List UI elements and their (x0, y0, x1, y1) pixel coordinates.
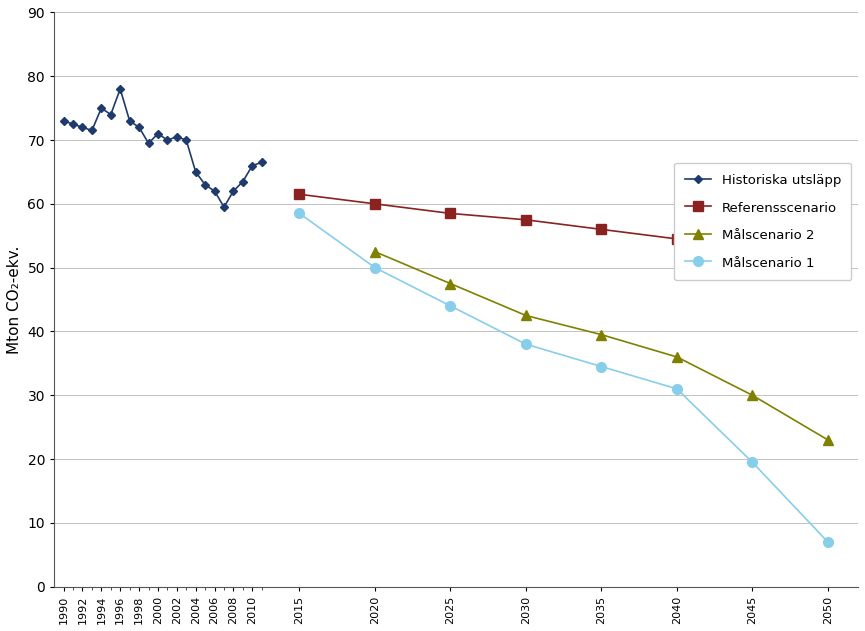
Målscenario 2 (521, 312, 531, 319)
Line: Referensscenario: Referensscenario (295, 189, 833, 247)
Historiska utsläpp (257, 158, 267, 166)
Referensscenario (294, 191, 304, 198)
Referensscenario (445, 209, 456, 217)
Målscenario 1 (294, 209, 304, 217)
Historiska utsläpp (209, 187, 220, 195)
Målscenario 1 (672, 385, 682, 392)
Referensscenario (596, 225, 606, 233)
Historiska utsläpp (125, 117, 135, 125)
Målscenario 2 (747, 391, 758, 399)
Historiska utsläpp (106, 110, 116, 118)
Referensscenario (369, 200, 380, 208)
Målscenario 1 (747, 459, 758, 466)
Historiska utsläpp (200, 181, 210, 189)
Målscenario 1 (521, 340, 531, 348)
Referensscenario (823, 239, 833, 246)
Målscenario 1 (823, 538, 833, 546)
Historiska utsläpp (96, 104, 106, 112)
Referensscenario (672, 235, 682, 243)
Historiska utsläpp (247, 162, 258, 169)
Historiska utsläpp (59, 117, 69, 125)
Målscenario 2 (823, 436, 833, 444)
Historiska utsläpp (144, 139, 154, 147)
Målscenario 2 (596, 331, 606, 338)
Historiska utsläpp (86, 127, 97, 134)
Historiska utsläpp (190, 168, 201, 175)
Historiska utsläpp (163, 136, 173, 144)
Historiska utsläpp (228, 187, 239, 195)
Line: Målscenario 2: Målscenario 2 (370, 247, 833, 445)
Referensscenario (747, 239, 758, 246)
Historiska utsläpp (171, 133, 182, 141)
Historiska utsläpp (77, 124, 87, 131)
Historiska utsläpp (153, 130, 163, 138)
Målscenario 1 (369, 264, 380, 271)
Legend: Historiska utsläpp, Referensscenario, Målscenario 2, Målscenario 1: Historiska utsläpp, Referensscenario, Må… (674, 163, 851, 280)
Historiska utsläpp (134, 124, 144, 131)
Line: Historiska utsläpp: Historiska utsläpp (61, 86, 265, 210)
Målscenario 1 (445, 302, 456, 310)
Målscenario 2 (445, 280, 456, 287)
Historiska utsläpp (67, 121, 78, 128)
Målscenario 2 (369, 248, 380, 256)
Historiska utsläpp (115, 85, 125, 93)
Historiska utsläpp (238, 178, 248, 186)
Referensscenario (521, 216, 531, 223)
Historiska utsläpp (181, 136, 191, 144)
Historiska utsläpp (219, 203, 229, 211)
Målscenario 2 (672, 353, 682, 361)
Målscenario 1 (596, 363, 606, 370)
Line: Målscenario 1: Målscenario 1 (295, 209, 833, 547)
Y-axis label: Mton CO₂-ekv.: Mton CO₂-ekv. (7, 245, 22, 354)
